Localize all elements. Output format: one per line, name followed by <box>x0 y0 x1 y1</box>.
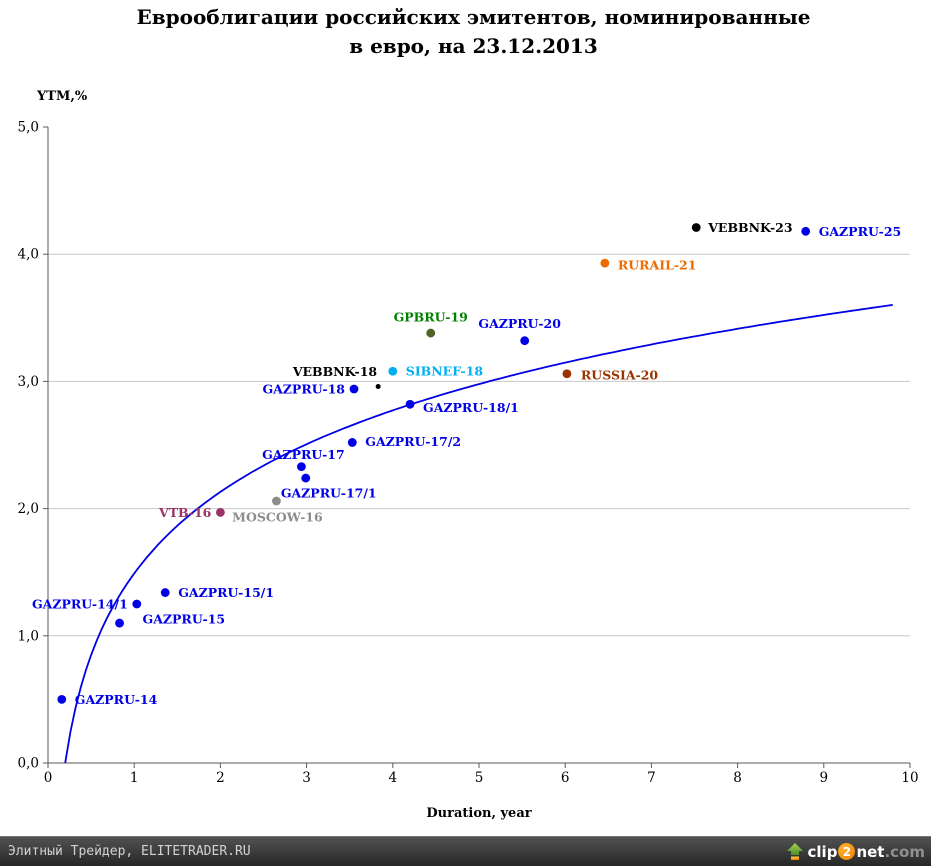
y-tick-label: 0,0 <box>18 756 39 772</box>
point-label-VEBBNK-18: VEBBNK-18 <box>292 364 378 379</box>
x-tick-label: 1 <box>130 770 139 786</box>
point-label-GAZPRU-18/1: GAZPRU-18/1 <box>423 400 519 415</box>
x-tick-label: 10 <box>901 770 918 786</box>
data-point-VEBBNK-23 <box>691 223 701 232</box>
data-point-GPBRU-19 <box>426 328 436 338</box>
chart-title-line1: Еврооблигации российских эмитентов, номи… <box>136 5 811 29</box>
x-tick-label: 9 <box>820 770 829 786</box>
point-label-GAZPRU-20: GAZPRU-20 <box>478 316 561 331</box>
data-point-GAZPRU-25 <box>801 226 811 236</box>
data-point-RURAIL-21 <box>600 258 610 268</box>
x-tick-label: 5 <box>475 770 484 786</box>
chart-title: Еврооблигации российских эмитентов, номи… <box>0 3 931 61</box>
data-point-GAZPRU-17/1 <box>301 473 311 483</box>
footer-bar: Элитный Трейдер, ELITETRADER.RU <box>0 836 931 866</box>
point-label-VTB-16: VTB-16 <box>158 505 212 520</box>
footer-credit: Элитный Трейдер, ELITETRADER.RU <box>8 844 251 859</box>
x-tick-label: 0 <box>44 770 53 786</box>
logo-dotcom: .com <box>884 842 925 861</box>
point-label-VEBBNK-23: VEBBNK-23 <box>707 220 792 235</box>
clip2net-logo[interactable]: clip 2 net .com <box>786 842 925 861</box>
x-tick-label: 8 <box>733 770 742 786</box>
data-point-MOSCOW-16 <box>272 496 281 506</box>
logo-2-badge: 2 <box>838 843 856 860</box>
y-tick-label: 3,0 <box>18 374 39 390</box>
point-label-MOSCOW-16: MOSCOW-16 <box>232 509 323 524</box>
point-label-GAZPRU-25: GAZPRU-25 <box>819 224 902 239</box>
x-tick-label: 2 <box>216 770 225 786</box>
point-label-RUSSIA-20: RUSSIA-20 <box>581 367 658 382</box>
point-label-GAZPRU-17: GAZPRU-17 <box>262 447 345 462</box>
logo-clip: clip <box>807 842 838 861</box>
point-label-SIBNEF-18: SIBNEF-18 <box>406 364 484 379</box>
data-point-GAZPRU-18 <box>349 384 359 394</box>
chart-title-line2: в евро, на 23.12.2013 <box>349 34 598 58</box>
data-point-GAZPRU-17 <box>297 462 306 472</box>
data-point-GAZPRU-18/1 <box>405 399 415 409</box>
point-label-RURAIL-21: RURAIL-21 <box>618 258 697 273</box>
point-label-GPBRU-19: GPBRU-19 <box>394 310 468 325</box>
y-tick-label: 1,0 <box>18 628 39 644</box>
point-label-GAZPRU-17/2: GAZPRU-17/2 <box>365 434 461 449</box>
x-tick-label: 4 <box>389 770 398 786</box>
data-point-VEBBNK-18 <box>375 383 381 389</box>
data-point-GAZPRU-17/2 <box>347 438 357 447</box>
upload-arrow-icon <box>786 842 804 861</box>
x-tick-label: 3 <box>302 770 311 786</box>
y-tick-label: 5,0 <box>18 120 39 136</box>
x-axis-title: Duration, year <box>426 806 532 821</box>
data-point-RUSSIA-20 <box>562 369 572 379</box>
scatter-plot: 0,0 1,0 2,0 3,0 4,0 5,0 0 1 2 3 4 5 6 7 8 9 10 GAZPRU-14 G… <box>18 120 919 787</box>
point-label-GAZPRU-14/1: GAZPRU-14/1 <box>32 597 128 612</box>
point-label-GAZPRU-17/1: GAZPRU-17/1 <box>281 486 377 501</box>
data-point-SIBNEF-18 <box>388 366 398 376</box>
data-point-GAZPRU-20 <box>520 336 530 346</box>
x-tick-label: 7 <box>647 770 656 786</box>
data-point-VTB-16 <box>216 508 225 517</box>
point-label-GAZPRU-15: GAZPRU-15 <box>143 612 226 627</box>
y-tick-label: 2,0 <box>18 501 39 517</box>
data-point-GAZPRU-15/1 <box>160 588 170 597</box>
point-label-GAZPRU-18: GAZPRU-18 <box>262 382 345 397</box>
point-label-GAZPRU-14: GAZPRU-14 <box>75 692 158 707</box>
data-point-GAZPRU-14 <box>57 695 67 704</box>
logo-net: net <box>856 842 885 861</box>
trend-curve <box>64 304 893 763</box>
x-tick-label: 6 <box>561 770 570 786</box>
data-point-GAZPRU-15 <box>115 618 124 628</box>
data-point-GAZPRU-14/1 <box>132 599 142 609</box>
point-label-GAZPRU-15/1: GAZPRU-15/1 <box>178 585 274 600</box>
y-axis-title: YTM,% <box>37 89 88 104</box>
y-tick-label: 4,0 <box>18 247 39 263</box>
